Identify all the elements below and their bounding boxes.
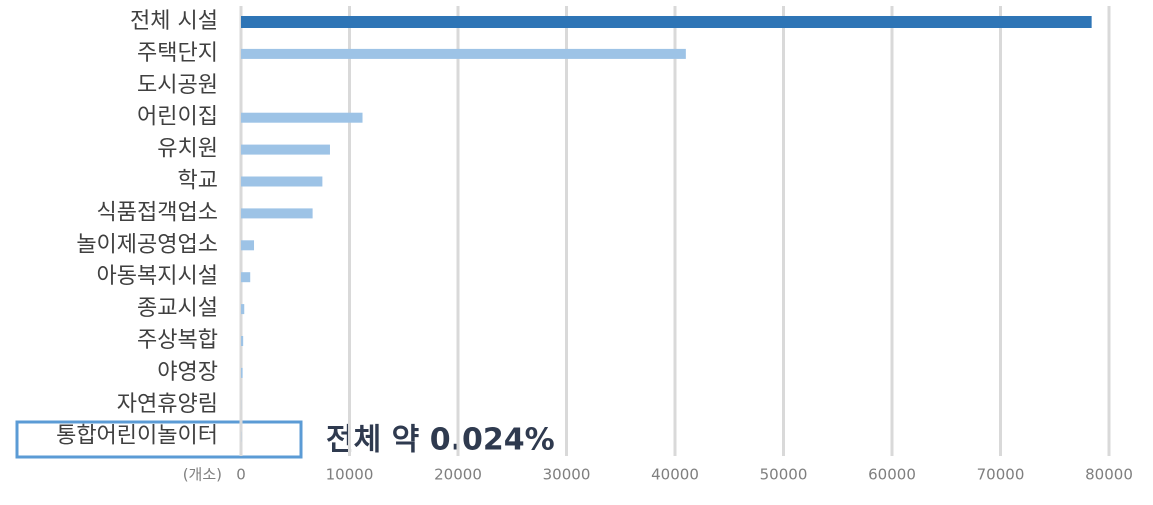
y-tick-label: 학교 bbox=[178, 169, 218, 194]
y-tick-label: 주택단지 bbox=[137, 41, 218, 66]
x-tick-label: 70000 bbox=[977, 466, 1025, 484]
x-tick-label: 30000 bbox=[543, 466, 591, 484]
y-tick-label: 어린이집 bbox=[137, 105, 218, 130]
y-tick-label: 식품접객업소 bbox=[97, 200, 218, 225]
bar bbox=[241, 144, 330, 155]
y-tick-label: 놀이제공영업소 bbox=[76, 232, 218, 257]
bar bbox=[241, 112, 363, 123]
x-tick-label: 80000 bbox=[1085, 466, 1133, 484]
bar bbox=[241, 272, 251, 283]
bar bbox=[241, 367, 243, 378]
y-tick-label: 주상복합 bbox=[137, 328, 218, 353]
y-tick-label: 종교시설 bbox=[137, 296, 218, 321]
y-tick-label: 아동복지시설 bbox=[97, 264, 218, 289]
y-tick-label: 자연휴양림 bbox=[117, 392, 218, 417]
highlight-box bbox=[15, 420, 303, 459]
y-tick-label: 유치원 bbox=[157, 137, 218, 162]
bar bbox=[241, 240, 255, 251]
x-tick-label: 10000 bbox=[326, 466, 374, 484]
x-tick-label: 50000 bbox=[760, 466, 808, 484]
y-tick-label: 통합어린이놀이터 bbox=[56, 424, 218, 449]
bar bbox=[241, 176, 323, 187]
bar bbox=[241, 304, 245, 315]
bar bbox=[241, 208, 313, 219]
x-tick-label: 20000 bbox=[434, 466, 482, 484]
bar bbox=[241, 16, 1092, 28]
y-tick-label: 야영장 bbox=[157, 360, 218, 385]
x-axis-label: (개소) bbox=[183, 466, 222, 484]
bar bbox=[241, 336, 244, 346]
y-tick-label: 도시공원 bbox=[137, 73, 218, 98]
bar bbox=[241, 48, 686, 59]
x-tick-label: 40000 bbox=[651, 466, 699, 484]
y-tick-label: 전체 시설 bbox=[130, 9, 218, 34]
x-tick-label: 60000 bbox=[868, 466, 916, 484]
annotation: 전체 약 0.024% bbox=[326, 423, 555, 458]
x-tick-label: 0 bbox=[236, 466, 246, 484]
